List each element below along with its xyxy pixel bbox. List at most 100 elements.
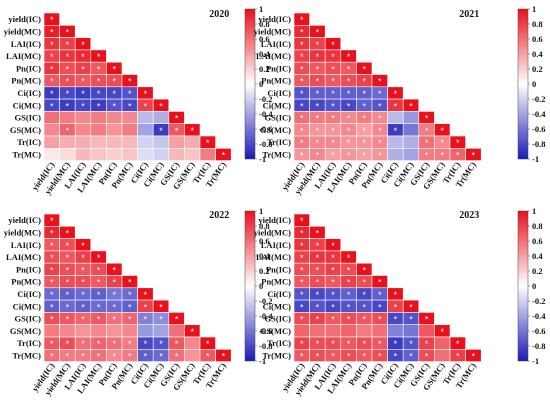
significance-star: * xyxy=(144,339,148,349)
significance-star: * xyxy=(144,290,148,300)
significance-star: * xyxy=(331,77,335,87)
colorbar-tick-label: -0.2 xyxy=(532,94,545,104)
heatmap-cell xyxy=(90,324,107,338)
significance-star: * xyxy=(112,101,116,111)
significance-star: * xyxy=(81,315,85,325)
significance-star: * xyxy=(456,351,460,361)
significance-star: * xyxy=(440,150,444,160)
significance-star: * xyxy=(128,89,132,99)
significance-star: * xyxy=(394,339,398,349)
significance-star: * xyxy=(316,126,320,136)
colorbar-tick-label: -0.4 xyxy=(532,109,546,119)
significance-star: * xyxy=(331,64,335,74)
row-label: Pn(MC) xyxy=(261,76,291,86)
significance-star: * xyxy=(378,138,382,148)
row-label: yield(IC) xyxy=(258,14,291,24)
significance-star: * xyxy=(300,52,304,62)
significance-star: * xyxy=(331,126,335,136)
significance-star: * xyxy=(316,150,320,160)
significance-star: * xyxy=(97,290,101,300)
significance-star: * xyxy=(425,114,429,124)
heatmap-cell xyxy=(465,148,482,161)
significance-star: * xyxy=(66,64,70,74)
significance-star: * xyxy=(50,290,54,300)
significance-star: * xyxy=(222,150,226,160)
row-label: GS(IC) xyxy=(265,113,292,123)
significance-star: * xyxy=(409,339,413,349)
significance-star: * xyxy=(456,138,460,148)
significance-star: * xyxy=(66,27,70,37)
significance-star: * xyxy=(362,89,366,99)
heatmap-cell xyxy=(90,135,107,149)
significance-star: * xyxy=(81,77,85,87)
colorbar-tick-label: -0.6 xyxy=(259,124,272,134)
colorbar-tick-label: 0.8 xyxy=(259,221,270,231)
colorbar-tick-label: -0.8 xyxy=(532,139,545,149)
significance-star: * xyxy=(316,290,320,300)
significance-star: * xyxy=(347,315,351,325)
significance-star: * xyxy=(378,77,382,87)
heatmap-cell xyxy=(152,135,170,149)
significance-star: * xyxy=(378,126,382,136)
colorbar-tick-label: 1 xyxy=(259,206,263,216)
significance-star: * xyxy=(300,89,304,99)
significance-star: * xyxy=(378,290,382,300)
row-label: Tr(MC) xyxy=(262,149,291,159)
row-label: Tr(IC) xyxy=(17,338,41,348)
significance-star: * xyxy=(190,327,194,337)
colorbar-tick-label: 0.8 xyxy=(532,19,543,29)
row-label: GS(MC) xyxy=(10,125,41,135)
significance-star: * xyxy=(50,216,54,226)
significance-star: * xyxy=(128,101,132,111)
heatmap-cell xyxy=(74,111,92,125)
significance-star: * xyxy=(362,150,366,160)
row-label: yield(MC) xyxy=(4,227,41,237)
significance-star: * xyxy=(50,15,54,25)
significance-star: * xyxy=(66,40,70,50)
significance-star: * xyxy=(159,302,163,312)
significance-star: * xyxy=(300,138,304,148)
row-label: Ci(IC) xyxy=(267,289,291,299)
significance-star: * xyxy=(331,265,335,275)
significance-star: * xyxy=(456,339,460,349)
heatmap-cell xyxy=(137,123,154,137)
colorbar-tick-label: 0.8 xyxy=(532,221,543,231)
heatmap-cell xyxy=(168,135,185,149)
row-label: Tr(MC) xyxy=(262,350,291,360)
significance-star: * xyxy=(300,150,304,160)
significance-star: * xyxy=(409,315,413,325)
significance-star: * xyxy=(378,339,382,349)
significance-star: * xyxy=(144,101,148,111)
significance-star: * xyxy=(50,302,54,312)
significance-star: * xyxy=(347,351,351,361)
significance-star: * xyxy=(331,150,335,160)
heatmap-cell xyxy=(74,324,92,338)
significance-star: * xyxy=(316,315,320,325)
significance-star: * xyxy=(50,89,54,99)
heatmap-cell xyxy=(387,111,404,125)
heatmap-cell xyxy=(137,324,154,338)
row-label: LAI(IC) xyxy=(11,240,41,250)
colorbar-tick-label: 1 xyxy=(532,4,536,14)
colorbar-tick-label: 0.6 xyxy=(532,236,543,246)
row-label: Pn(IC) xyxy=(16,264,41,274)
significance-star: * xyxy=(66,126,70,136)
significance-star: * xyxy=(378,351,382,361)
row-label: LAI(IC) xyxy=(11,39,41,49)
significance-star: * xyxy=(331,351,335,361)
significance-star: * xyxy=(362,126,366,136)
row-label: yield(IC) xyxy=(258,215,291,225)
row-label: Ci(IC) xyxy=(17,289,41,299)
significance-star: * xyxy=(66,290,70,300)
significance-star: * xyxy=(112,278,116,288)
heatmap-cell xyxy=(59,135,76,149)
heatmap-panel-2022: 2022 * * * * * * * * * * * * * * * * * * * * * * * * * * * * * * * * * * * *… xyxy=(4,206,274,397)
colorbar-tick-label: -0.6 xyxy=(259,326,272,336)
significance-star: * xyxy=(331,114,335,124)
colorbar-tick-label: 0 xyxy=(532,281,536,291)
significance-star: * xyxy=(206,351,210,361)
significance-star: * xyxy=(300,114,304,124)
significance-star: * xyxy=(362,138,366,148)
significance-star: * xyxy=(190,126,194,136)
significance-star: * xyxy=(300,27,304,37)
